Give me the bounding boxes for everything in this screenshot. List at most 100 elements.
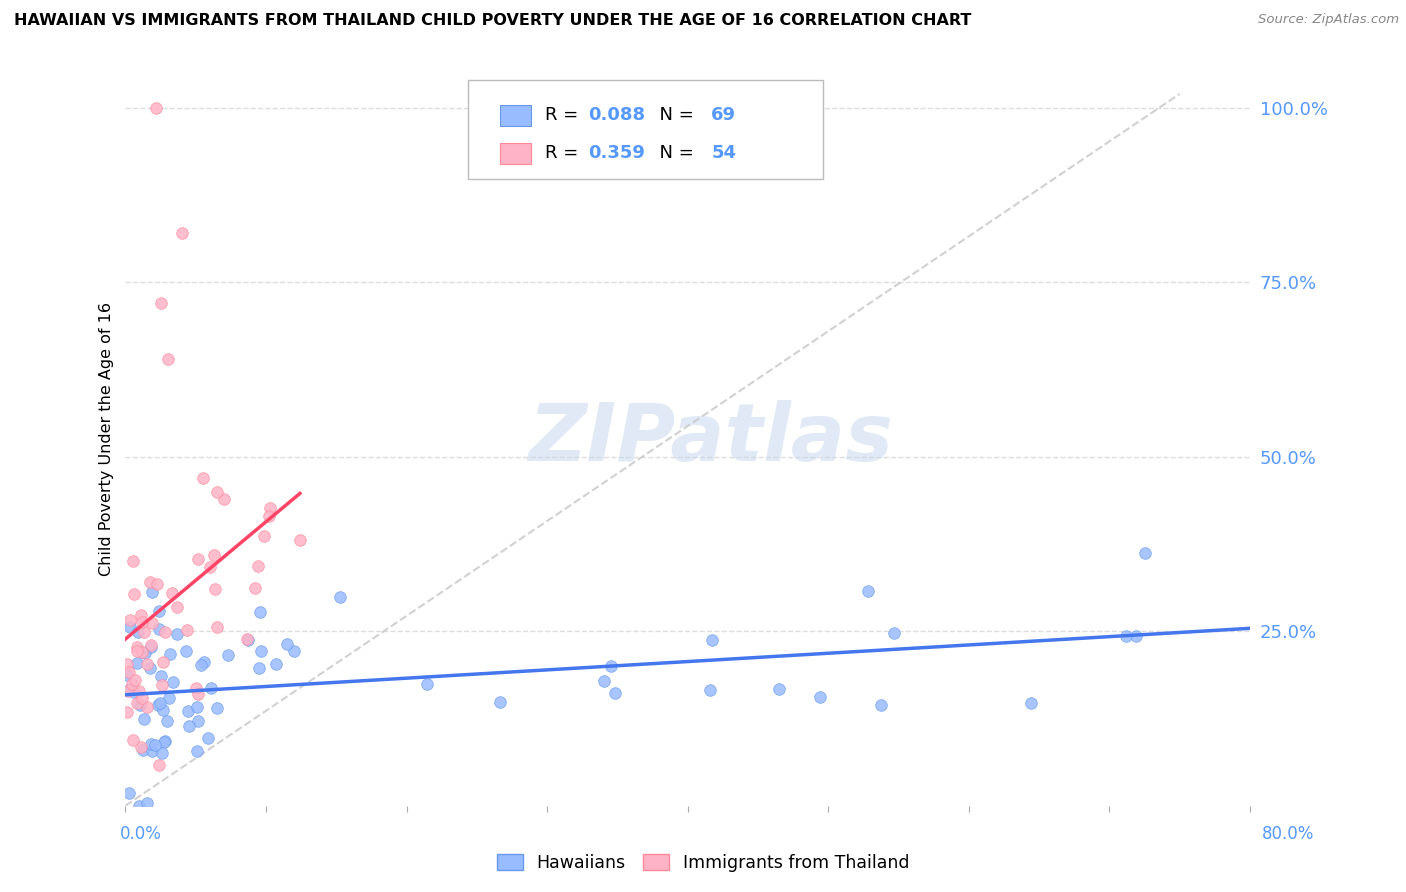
Point <box>288 533 311 547</box>
Text: N =: N = <box>648 145 700 162</box>
Point <box>204 582 226 596</box>
Point <box>193 655 215 669</box>
Point <box>118 613 141 627</box>
Point <box>145 738 167 752</box>
Point <box>141 743 163 757</box>
Point <box>122 587 145 601</box>
Point <box>593 673 616 688</box>
Text: N =: N = <box>648 106 700 125</box>
Text: 0.088: 0.088 <box>588 106 645 125</box>
Point <box>156 352 179 367</box>
Point <box>162 675 184 690</box>
Point <box>150 747 173 761</box>
FancyBboxPatch shape <box>501 143 531 163</box>
Point <box>217 648 239 663</box>
Point <box>118 665 141 680</box>
Point <box>153 625 176 640</box>
Point <box>118 620 141 634</box>
Point <box>207 619 229 633</box>
Point <box>150 678 173 692</box>
Point <box>1125 629 1147 643</box>
FancyBboxPatch shape <box>501 105 531 126</box>
Point <box>259 501 281 516</box>
Point <box>186 681 208 696</box>
Point <box>156 714 179 729</box>
Point <box>488 695 510 709</box>
Point <box>700 632 723 647</box>
Point <box>191 471 214 485</box>
Point <box>1135 546 1157 560</box>
Y-axis label: Child Poverty Under the Age of 16: Child Poverty Under the Age of 16 <box>100 302 114 576</box>
Point <box>197 731 219 745</box>
Point <box>131 691 153 706</box>
Point <box>129 608 152 623</box>
Point <box>135 796 157 810</box>
Point <box>883 626 905 640</box>
Point <box>135 657 157 672</box>
Point <box>212 491 235 506</box>
Point <box>122 685 145 699</box>
Point <box>179 719 201 733</box>
Point <box>129 698 152 712</box>
Point <box>146 698 169 712</box>
Text: 0.359: 0.359 <box>588 145 644 162</box>
Text: 69: 69 <box>711 106 737 125</box>
Text: R =: R = <box>546 145 583 162</box>
Point <box>174 643 197 657</box>
Point <box>132 742 155 756</box>
Point <box>153 733 176 747</box>
Point <box>146 576 169 591</box>
Point <box>153 735 176 749</box>
Point <box>808 690 831 705</box>
Point <box>115 706 138 720</box>
Point <box>117 684 139 698</box>
Point <box>856 584 879 599</box>
Point <box>141 585 163 599</box>
Point <box>136 700 159 714</box>
Point <box>131 615 153 629</box>
Point <box>200 560 222 574</box>
Point <box>869 698 891 712</box>
Point <box>157 690 180 705</box>
Point <box>166 627 188 641</box>
Point <box>149 296 172 310</box>
Point <box>276 637 298 651</box>
Point <box>122 732 145 747</box>
Text: Source: ZipAtlas.com: Source: ZipAtlas.com <box>1258 13 1399 27</box>
Point <box>202 548 225 562</box>
Point <box>249 605 271 619</box>
Point <box>152 655 174 669</box>
Point <box>128 684 150 698</box>
Text: 0.0%: 0.0% <box>120 825 162 843</box>
Point <box>125 656 148 670</box>
Point <box>176 704 198 718</box>
Point <box>139 640 162 654</box>
Point <box>148 622 170 636</box>
Point <box>170 227 193 241</box>
Point <box>148 758 170 772</box>
Point <box>148 604 170 618</box>
Point <box>264 657 287 671</box>
Point <box>699 682 721 697</box>
Point <box>141 638 163 652</box>
Point <box>149 669 172 683</box>
Point <box>115 657 138 671</box>
Point <box>253 529 276 543</box>
Point <box>416 677 439 691</box>
Text: ZIPatlas: ZIPatlas <box>527 401 893 478</box>
Point <box>131 645 153 659</box>
Point <box>134 624 156 639</box>
Point <box>600 659 623 673</box>
Point <box>186 744 208 758</box>
Point <box>187 687 209 701</box>
Point <box>236 632 259 647</box>
Point <box>118 786 141 800</box>
Point <box>125 640 148 654</box>
Point <box>125 644 148 658</box>
Point <box>162 586 184 600</box>
Point <box>139 660 162 674</box>
Point <box>128 798 150 813</box>
Point <box>159 648 181 662</box>
Point <box>127 625 149 640</box>
Point <box>205 701 228 715</box>
